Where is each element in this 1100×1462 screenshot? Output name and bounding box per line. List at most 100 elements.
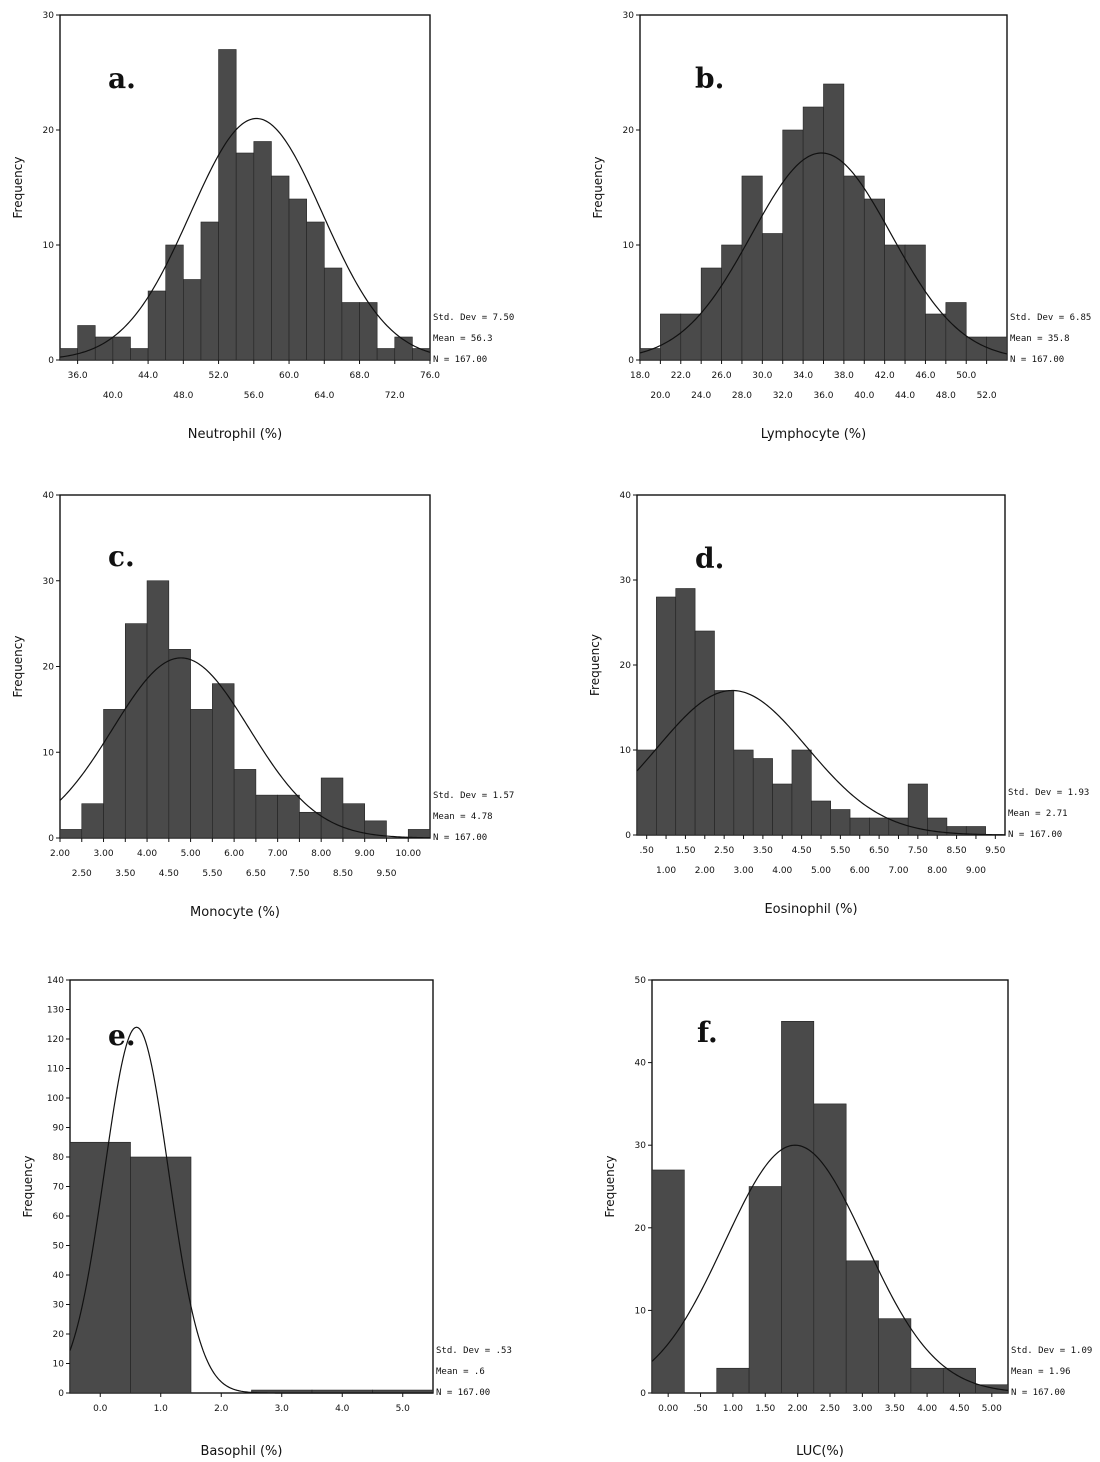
histogram-bar bbox=[884, 244, 906, 361]
panel-letter: d. bbox=[695, 542, 724, 575]
stat-line: N = 167.00 bbox=[433, 355, 487, 365]
x-tick-label: 2.00 bbox=[788, 1404, 808, 1414]
x-tick-label: 8.00 bbox=[927, 866, 947, 876]
x-tick-label: 2.00 bbox=[695, 866, 715, 876]
y-axis-label: Frequency bbox=[11, 157, 25, 219]
histogram-panel-2: 0 10 20 30 18.0 22.0 26.0 30.0 34.0 38.0 42.0 46.0 5… bbox=[591, 11, 1091, 442]
histogram-bar bbox=[772, 783, 793, 836]
y-tick-label: 10 bbox=[43, 241, 55, 251]
x-tick-label: 4.50 bbox=[792, 846, 812, 856]
panel-letter: c. bbox=[108, 540, 135, 573]
x-axis-label: Eosinophil (%) bbox=[764, 902, 857, 917]
x-tick-label: 38.0 bbox=[834, 371, 854, 381]
stat-line: Std. Dev = 6.85 bbox=[1010, 313, 1091, 323]
normal-curve bbox=[636, 689, 1006, 836]
histogram-bar bbox=[130, 1156, 192, 1394]
x-tick-label: 3.50 bbox=[885, 1404, 905, 1414]
x-tick-label: 28.0 bbox=[732, 391, 752, 401]
histogram-panel-3: 0 10 20 30 40 2.00 3.00 4.00 5.00 6.00 7.00 8.00 9.0… bbox=[11, 491, 514, 920]
x-tick-label: 24.0 bbox=[691, 391, 711, 401]
x-tick-label: 20.0 bbox=[650, 391, 670, 401]
x-tick-label: 2.0 bbox=[214, 1404, 229, 1414]
x-tick-label: 4.00 bbox=[772, 866, 792, 876]
x-tick-label: 40.0 bbox=[103, 391, 123, 401]
histogram-bar bbox=[412, 348, 431, 361]
histogram-bar bbox=[112, 336, 131, 361]
x-tick-label: 9.00 bbox=[355, 849, 375, 859]
histogram-bar bbox=[147, 290, 167, 361]
histogram-bar bbox=[165, 244, 184, 361]
x-tick-label: 76.0 bbox=[420, 371, 440, 381]
y-tick-label: 20 bbox=[623, 126, 635, 136]
x-tick-label: 5.00 bbox=[982, 1404, 1002, 1414]
x-tick-label: 42.0 bbox=[875, 371, 895, 381]
x-tick-label: 4.00 bbox=[137, 849, 157, 859]
histogram-bar bbox=[103, 709, 126, 839]
normal-curve bbox=[59, 657, 431, 839]
histogram-bar bbox=[904, 244, 926, 361]
histogram-bar bbox=[945, 302, 967, 361]
x-tick-label: 22.0 bbox=[671, 371, 691, 381]
x-tick-label: 36.0 bbox=[813, 391, 833, 401]
x-tick-label: 6.00 bbox=[850, 866, 870, 876]
x-tick-label: 32.0 bbox=[773, 391, 793, 401]
x-tick-label: 18.0 bbox=[630, 371, 650, 381]
x-tick-label: 52.0 bbox=[209, 371, 229, 381]
histogram-bar bbox=[907, 783, 928, 836]
x-tick-label: 7.00 bbox=[888, 866, 908, 876]
histogram-bar bbox=[845, 1260, 879, 1394]
x-tick-label: .50 bbox=[640, 846, 655, 856]
x-tick-label: 9.50 bbox=[985, 846, 1005, 856]
stat-line: N = 167.00 bbox=[1010, 355, 1064, 365]
x-tick-label: 6.50 bbox=[246, 869, 266, 879]
x-tick-label: 5.50 bbox=[202, 869, 222, 879]
x-tick-label: 52.0 bbox=[977, 391, 997, 401]
stat-line: N = 167.00 bbox=[1011, 1388, 1065, 1398]
x-tick-label: 64.0 bbox=[314, 391, 334, 401]
histogram-bar bbox=[716, 1367, 750, 1394]
histogram-panel-6: 0 10 20 30 40 50 0.00 .50 1.00 1.50 2.00 2.50 3.00 3.… bbox=[603, 976, 1092, 1459]
y-axis-label: Frequency bbox=[591, 157, 605, 219]
y-tick-label: 100 bbox=[47, 1094, 64, 1104]
x-tick-label: 2.00 bbox=[50, 849, 70, 859]
stat-line: Std. Dev = 7.50 bbox=[433, 313, 514, 323]
x-tick-label: 7.00 bbox=[268, 849, 288, 859]
x-tick-label: 1.00 bbox=[656, 866, 676, 876]
x-tick-label: 36.0 bbox=[68, 371, 88, 381]
y-tick-label: 20 bbox=[43, 126, 55, 136]
histogram-bar bbox=[782, 129, 804, 361]
normal-curve bbox=[639, 152, 1008, 355]
histogram-bar bbox=[320, 777, 344, 839]
y-tick-label: 0 bbox=[58, 1389, 64, 1399]
x-tick-label: 44.0 bbox=[895, 391, 915, 401]
x-tick-label: 0.0 bbox=[93, 1404, 108, 1414]
histogram-panel-4: 0 10 20 30 40 .50 1.50 2.50 3.50 4.50 5.50 6.50 7.50… bbox=[588, 491, 1089, 917]
histogram-bar bbox=[124, 623, 148, 839]
histogram-bar bbox=[656, 596, 677, 836]
x-tick-label: 0.00 bbox=[658, 1404, 678, 1414]
x-tick-label: 1.50 bbox=[675, 846, 695, 856]
y-tick-label: 120 bbox=[47, 1035, 64, 1045]
stat-line: Std. Dev = 1.57 bbox=[433, 791, 514, 801]
stat-line: Mean = 1.96 bbox=[1011, 1367, 1071, 1377]
y-tick-label: 10 bbox=[53, 1360, 65, 1370]
histogram-bar bbox=[791, 749, 812, 836]
histogram-bar bbox=[680, 313, 702, 361]
y-tick-label: 30 bbox=[623, 11, 635, 21]
histogram-bar bbox=[323, 267, 343, 361]
y-axis-label: Frequency bbox=[603, 1156, 617, 1218]
y-tick-label: 130 bbox=[47, 1006, 64, 1016]
y-tick-label: 40 bbox=[53, 1271, 65, 1281]
histogram-bar bbox=[253, 141, 272, 361]
histogram-bar bbox=[81, 803, 104, 839]
x-tick-label: 60.0 bbox=[279, 371, 299, 381]
histogram-bar bbox=[823, 83, 845, 361]
y-axis-label: Frequency bbox=[11, 636, 25, 698]
y-tick-label: 30 bbox=[43, 577, 55, 587]
x-tick-label: 4.50 bbox=[949, 1404, 969, 1414]
panel-letter: f. bbox=[697, 1016, 718, 1049]
x-tick-label: 10.00 bbox=[395, 849, 421, 859]
y-tick-label: 110 bbox=[47, 1065, 64, 1075]
histogram-bar bbox=[233, 769, 257, 839]
